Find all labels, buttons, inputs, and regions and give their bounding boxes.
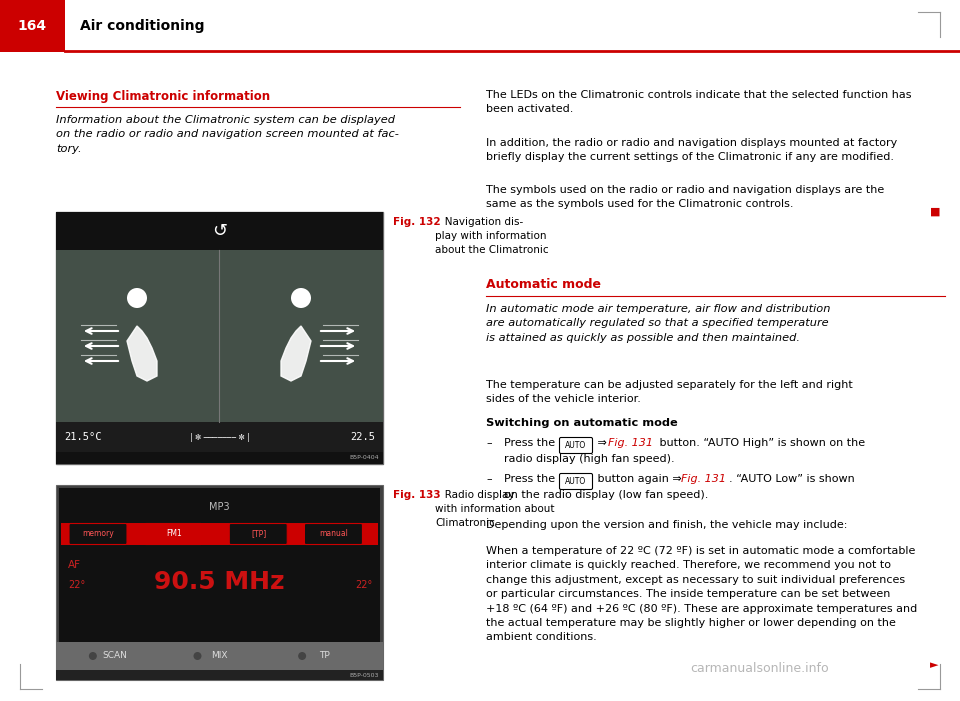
- FancyBboxPatch shape: [144, 524, 203, 545]
- Bar: [56, 670, 383, 680]
- Text: Press the: Press the: [504, 438, 559, 448]
- Text: 164: 164: [17, 19, 47, 33]
- Text: The temperature can be adjusted separately for the left and right
sides of the v: The temperature can be adjusted separate…: [486, 380, 852, 404]
- Text: button. “AUTO High” is shown on the: button. “AUTO High” is shown on the: [656, 438, 865, 448]
- Text: ⇒: ⇒: [594, 438, 607, 448]
- Text: AUTO: AUTO: [565, 477, 587, 486]
- Text: MP3: MP3: [209, 502, 229, 512]
- Text: Navigation dis-
play with information
about the Climatronic: Navigation dis- play with information ab…: [435, 217, 548, 255]
- Text: Depending upon the version and finish, the vehicle may include:: Depending upon the version and finish, t…: [486, 520, 848, 530]
- Bar: [59, 488, 380, 658]
- Text: on the radio display (low fan speed).: on the radio display (low fan speed).: [504, 490, 708, 500]
- Bar: [56, 250, 383, 422]
- FancyBboxPatch shape: [560, 437, 592, 454]
- Text: Automatic mode: Automatic mode: [486, 278, 601, 291]
- Text: When a temperature of 22 ºC (72 ºF) is set in automatic mode a comfortable
inter: When a temperature of 22 ºC (72 ºF) is s…: [486, 546, 917, 642]
- Text: button again ⇒: button again ⇒: [594, 474, 682, 484]
- Text: –: –: [486, 474, 492, 484]
- Text: [TP]: [TP]: [252, 529, 266, 538]
- Bar: [56, 212, 383, 250]
- Bar: [56, 422, 383, 452]
- Text: memory: memory: [83, 529, 114, 538]
- Text: In addition, the radio or radio and navigation displays mounted at factory
brief: In addition, the radio or radio and navi…: [486, 138, 898, 163]
- Text: Fig. 131: Fig. 131: [608, 438, 653, 448]
- Bar: [56, 642, 383, 670]
- Text: AF: AF: [68, 560, 81, 570]
- Text: 22°: 22°: [356, 580, 373, 590]
- Text: . “AUTO Low” is shown: . “AUTO Low” is shown: [729, 474, 854, 484]
- Bar: [56, 452, 383, 464]
- Text: In automatic mode air temperature, air flow and distribution
are automatically r: In automatic mode air temperature, air f…: [486, 304, 830, 343]
- Text: ►: ►: [930, 660, 939, 670]
- Bar: [0, 0, 65, 52]
- Text: 90.5 MHz: 90.5 MHz: [155, 570, 285, 594]
- Polygon shape: [127, 326, 157, 381]
- Bar: [56, 485, 383, 680]
- Bar: [61, 523, 378, 545]
- Text: 22.5: 22.5: [350, 432, 375, 442]
- Text: FM1: FM1: [166, 529, 181, 538]
- FancyBboxPatch shape: [304, 524, 363, 545]
- Text: AUTO: AUTO: [565, 441, 587, 450]
- Circle shape: [194, 652, 202, 660]
- Text: 22°: 22°: [68, 580, 85, 590]
- Text: MIX: MIX: [211, 651, 228, 660]
- Text: Information about the Climatronic system can be displayed
on the radio or radio : Information about the Climatronic system…: [56, 115, 398, 154]
- Bar: [56, 212, 383, 464]
- Text: Fig. 132: Fig. 132: [393, 217, 441, 227]
- Text: SCAN: SCAN: [103, 651, 128, 660]
- Polygon shape: [281, 326, 311, 381]
- Circle shape: [89, 652, 97, 660]
- FancyBboxPatch shape: [69, 524, 127, 545]
- FancyBboxPatch shape: [229, 524, 287, 545]
- Text: manual: manual: [320, 529, 348, 538]
- Text: B5P-0503: B5P-0503: [349, 673, 379, 678]
- Text: Switching on automatic mode: Switching on automatic mode: [486, 418, 678, 428]
- Text: | ✼ ─────── ✼ |: | ✼ ─────── ✼ |: [189, 433, 250, 442]
- Text: radio display (high fan speed).: radio display (high fan speed).: [504, 454, 675, 464]
- Text: Air conditioning: Air conditioning: [80, 19, 204, 33]
- Text: –: –: [486, 438, 492, 448]
- Circle shape: [127, 288, 147, 308]
- Text: The LEDs on the Climatronic controls indicate that the selected function has
bee: The LEDs on the Climatronic controls ind…: [486, 90, 911, 114]
- Text: B5P-0404: B5P-0404: [349, 455, 379, 460]
- Text: 21.5°C: 21.5°C: [64, 432, 102, 442]
- Text: ■: ■: [930, 207, 941, 217]
- Text: carmanualsonline.info: carmanualsonline.info: [690, 662, 828, 675]
- Text: Fig. 131: Fig. 131: [681, 474, 726, 484]
- Text: Press the: Press the: [504, 474, 559, 484]
- Text: Viewing Climatronic information: Viewing Climatronic information: [56, 90, 270, 103]
- Circle shape: [299, 652, 306, 660]
- FancyBboxPatch shape: [560, 473, 592, 489]
- Text: The symbols used on the radio or radio and navigation displays are the
same as t: The symbols used on the radio or radio a…: [486, 185, 884, 210]
- Text: Fig. 133: Fig. 133: [393, 490, 441, 500]
- Circle shape: [291, 288, 311, 308]
- Text: ↺: ↺: [212, 222, 228, 240]
- Text: TP: TP: [319, 651, 329, 660]
- Text: Radio display
with information about
Climatronic: Radio display with information about Cli…: [435, 490, 555, 528]
